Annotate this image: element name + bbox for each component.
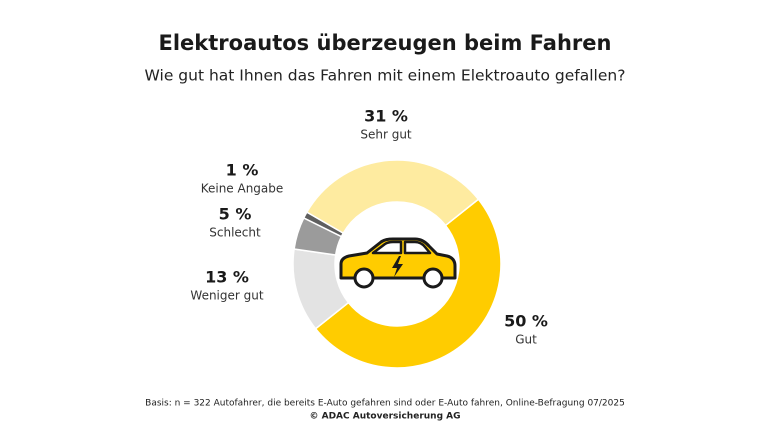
source-note: Basis: n = 322 Autofahrer, die bereits E…	[145, 399, 625, 409]
category-label: Keine Angabe	[201, 182, 284, 196]
value-label: 50 %	[504, 312, 548, 331]
donut-slice	[305, 159, 480, 235]
donut-slice	[314, 198, 502, 369]
value-label: 1 %	[226, 161, 259, 180]
chart-title: Elektroautos überzeugen beim Fahren	[159, 31, 612, 55]
category-label: Gut	[515, 333, 537, 347]
value-label: 5 %	[219, 205, 252, 224]
chart-subtitle: Wie gut hat Ihnen das Fahren mit einem E…	[145, 67, 626, 85]
value-label: 31 %	[364, 107, 408, 126]
value-label: 13 %	[205, 268, 249, 287]
category-label: Schlecht	[209, 226, 261, 240]
car-icon	[339, 237, 457, 289]
copyright: © ADAC Autoversicherung AG	[309, 412, 460, 422]
category-label: Sehr gut	[360, 128, 412, 142]
category-label: Weniger gut	[190, 289, 263, 303]
donut	[292, 159, 502, 369]
